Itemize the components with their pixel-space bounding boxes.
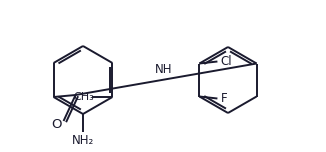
Text: NH₂: NH₂ [72, 133, 94, 147]
Text: O: O [51, 119, 62, 131]
Text: F: F [221, 92, 228, 105]
Text: Cl: Cl [221, 55, 232, 68]
Text: CH₃: CH₃ [73, 92, 94, 102]
Text: NH: NH [155, 63, 173, 76]
